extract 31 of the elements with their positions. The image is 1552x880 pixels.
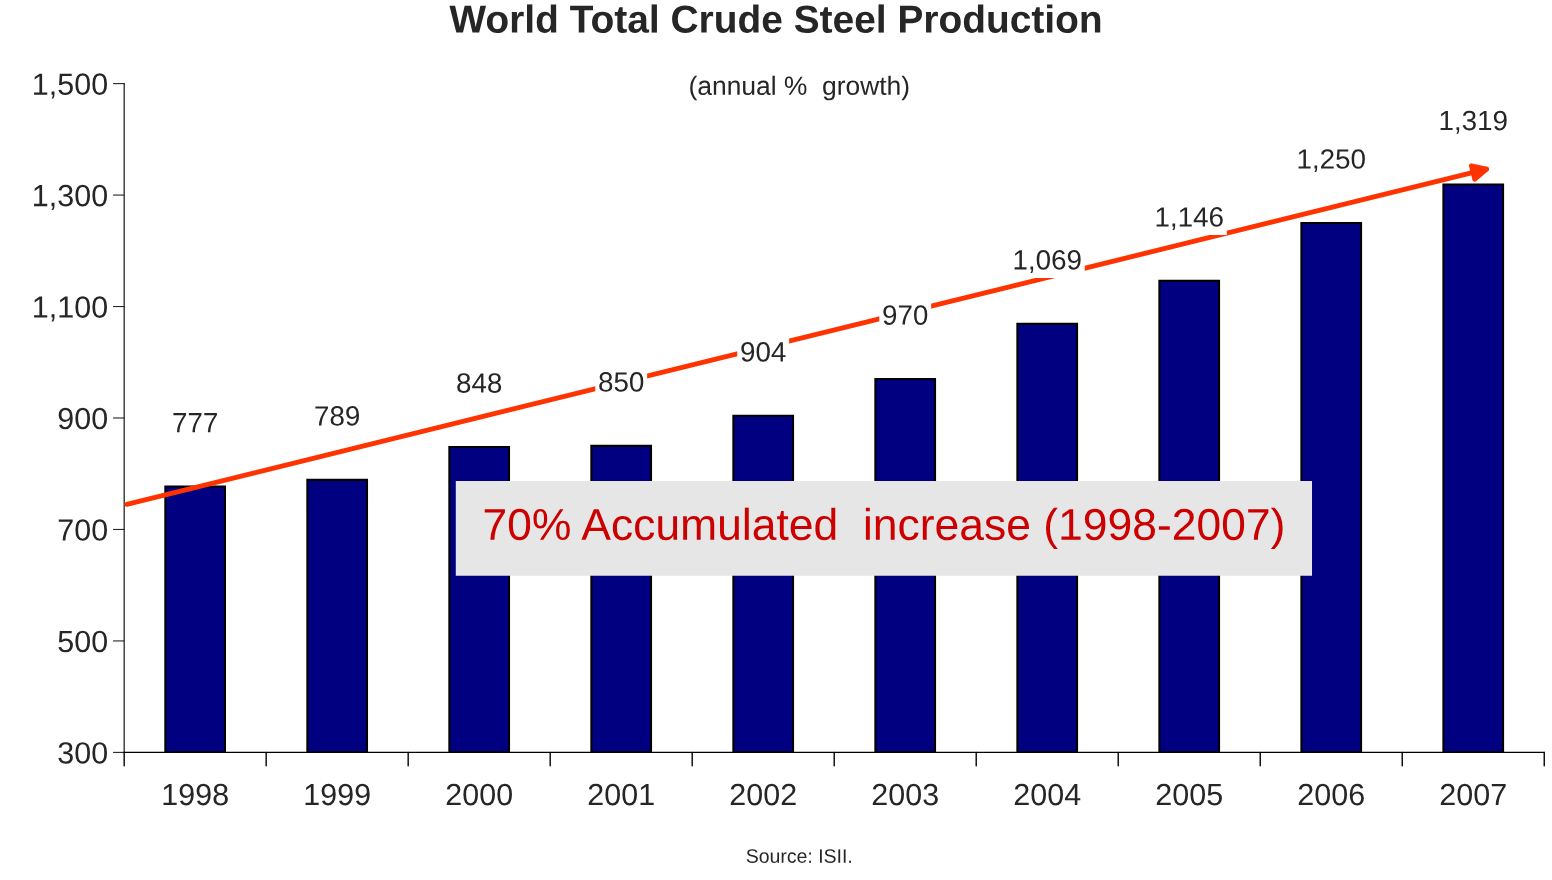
data-label: 850 <box>599 372 644 392</box>
x-tick-label: 2002 <box>730 783 796 806</box>
x-tick-label: 2003 <box>872 783 938 806</box>
chart-title: World Total Crude Steel Production <box>449 4 1101 33</box>
annotation: 70% Accumulated increase (1998-2007) <box>484 507 1283 550</box>
data-label: 777 <box>173 413 217 433</box>
y-tick-label: 300 <box>58 742 107 764</box>
chart-subtitle: (annual % growth) <box>690 75 909 101</box>
x-tick-label: 2001 <box>588 783 654 806</box>
y-tick-label: 1,300 <box>34 184 107 211</box>
data-label: 1,069 <box>1014 250 1081 273</box>
data-label: 904 <box>741 342 786 362</box>
y-tick-label: 1,100 <box>34 296 107 322</box>
x-tick-label: 2007 <box>1440 783 1506 806</box>
data-label: 1,319 <box>1440 110 1507 134</box>
y-tick-label: 700 <box>58 519 107 541</box>
data-label: 970 <box>883 305 928 325</box>
x-tick-label: 2005 <box>1156 783 1222 806</box>
x-tick-label: 2004 <box>1014 783 1081 806</box>
x-tick-label: 1998 <box>163 783 228 806</box>
y-tick-label: 1,500 <box>34 73 107 99</box>
data-label: 1,250 <box>1298 149 1365 173</box>
data-label: 789 <box>315 406 360 426</box>
x-tick-label: 2006 <box>1298 783 1364 806</box>
data-label: 848 <box>457 373 502 393</box>
x-tick-label: 1999 <box>305 783 370 806</box>
data-label: 1,146 <box>1156 207 1223 231</box>
source-note: Source: ISII. <box>746 849 851 863</box>
y-tick-label: 900 <box>58 407 107 430</box>
x-tick-label: 2000 <box>446 783 512 806</box>
y-tick-label: 500 <box>58 630 107 653</box>
